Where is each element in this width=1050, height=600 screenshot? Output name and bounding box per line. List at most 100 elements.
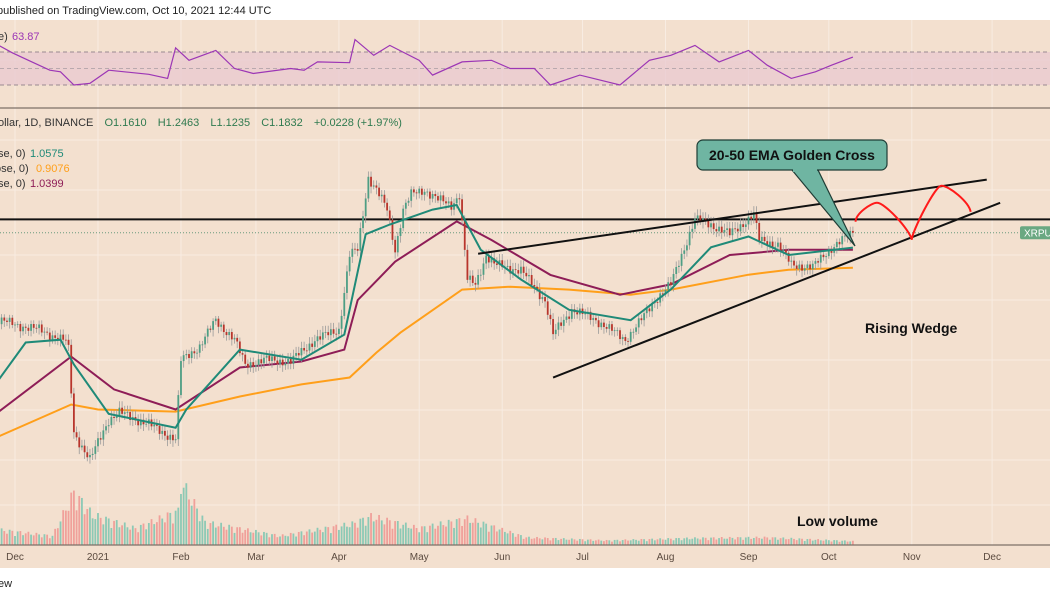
candle [774, 246, 777, 248]
candle [94, 446, 97, 454]
volume-bar [131, 525, 134, 545]
volume-bar [605, 539, 608, 545]
candle [645, 308, 648, 314]
candle [324, 332, 327, 333]
candle [549, 314, 552, 320]
volume-bar [712, 537, 715, 545]
volume-bar [469, 522, 471, 545]
price-tag-box [1020, 226, 1050, 240]
time-axis-label: 2021 [87, 552, 110, 563]
candle [27, 327, 30, 331]
candle [214, 318, 217, 322]
candle [209, 328, 212, 330]
candle [509, 265, 512, 274]
volume-bar [321, 532, 324, 545]
candle [367, 176, 370, 199]
candle [782, 249, 785, 252]
volume-bar [172, 523, 174, 545]
candle [568, 316, 571, 319]
candle [661, 293, 664, 295]
candle [107, 425, 110, 427]
ema200-line [0, 266, 853, 437]
volume-bar [86, 509, 89, 545]
candle [273, 356, 276, 361]
volume-bar [137, 532, 140, 545]
wedge-lower-trendline[interactable] [552, 201, 1001, 379]
candle [378, 187, 380, 197]
candle [656, 302, 659, 303]
volume-bar [814, 539, 817, 545]
volume-bar [643, 539, 645, 545]
volume-bar [386, 517, 389, 545]
wedge-upper-trendline[interactable] [477, 178, 987, 255]
candle [739, 224, 742, 232]
volume-bar [329, 533, 332, 545]
candle [370, 176, 372, 187]
volume-bar [806, 539, 809, 545]
volume-bar [495, 531, 498, 545]
candle [795, 265, 798, 269]
candle [482, 263, 485, 275]
volume-bar [164, 522, 166, 545]
volume-bar [694, 537, 696, 545]
candle [359, 228, 362, 251]
candle [292, 355, 295, 364]
candle [51, 335, 54, 340]
volume-bar [672, 540, 675, 545]
volume-bar [565, 539, 568, 545]
candle [616, 330, 619, 332]
time-axis[interactable]: Dec 2021 Feb Mar Apr May Jun Jul Aug Sep Oct Nov Dec [6, 552, 1001, 563]
candle [707, 220, 710, 228]
candle [14, 324, 16, 326]
candle [220, 324, 223, 327]
candle [91, 453, 94, 456]
volume-bar [402, 524, 405, 545]
volume-bar [747, 536, 750, 545]
volume-bar [798, 538, 801, 545]
volume-bar [691, 538, 694, 545]
candle [546, 301, 549, 315]
candle [158, 425, 161, 434]
volume-bar [637, 540, 640, 545]
volume-bar [715, 539, 718, 545]
candle [362, 216, 364, 229]
volume-bar [255, 529, 257, 545]
volume-bar [522, 538, 525, 545]
volume-bar [600, 540, 603, 545]
volume-bar [273, 533, 276, 545]
candle [0, 317, 3, 325]
volume-bar [785, 539, 787, 545]
candle [758, 222, 761, 242]
volume-bar [809, 538, 811, 545]
rsi-legend-value: 63.87 [12, 31, 40, 43]
projection-path[interactable] [854, 184, 972, 241]
volume-bar [517, 534, 520, 545]
candle [479, 274, 482, 276]
volume-bar [22, 535, 24, 545]
volume-bar [32, 535, 35, 545]
volume-bar [410, 528, 413, 545]
volume-bar [412, 524, 415, 545]
candle [841, 236, 844, 245]
volume-bar [158, 515, 161, 545]
candle [155, 424, 158, 426]
volume-bar [3, 531, 6, 545]
volume-bar [661, 539, 664, 545]
volume-bar [378, 514, 380, 545]
volume-bar [442, 525, 445, 545]
candle [201, 344, 204, 346]
volume-bar [0, 528, 3, 545]
candle [512, 269, 514, 274]
candle [514, 269, 517, 271]
candle [752, 212, 755, 220]
candle [439, 195, 442, 201]
volume-bar [126, 527, 129, 545]
candle [354, 248, 356, 250]
golden-cross-callout[interactable]: 20-50 EMA Golden Cross [696, 139, 888, 247]
volume-bar [774, 537, 777, 545]
candle [380, 194, 383, 197]
candle [418, 188, 421, 194]
candle [271, 356, 273, 362]
volume-bar [407, 527, 410, 545]
candle [771, 241, 774, 248]
